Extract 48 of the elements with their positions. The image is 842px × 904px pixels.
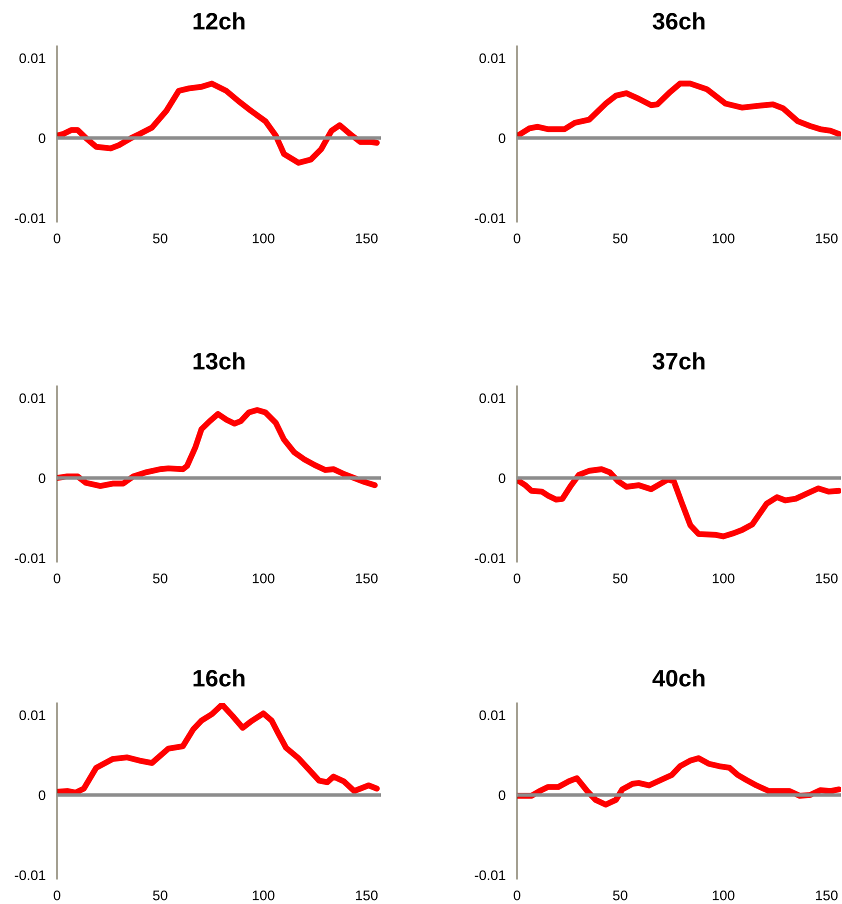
y-tick-label: 0.01	[19, 710, 46, 720]
x-tick-label: 150	[356, 573, 378, 584]
chart-title: 12ch	[194, 12, 244, 30]
chart-title: 16ch	[194, 669, 244, 687]
x-tick-label: 100	[252, 233, 274, 244]
x-tick-label: 100	[712, 233, 734, 244]
x-tick-label: 100	[712, 573, 734, 584]
y-tick-label: -0.01	[14, 870, 46, 880]
y-tick-label: 0	[498, 473, 506, 484]
x-tick-label: 50	[613, 890, 628, 900]
y-tick-label: 0.01	[19, 393, 46, 404]
y-tick-label: -0.01	[474, 553, 506, 564]
x-tick-label: 0	[54, 233, 60, 244]
x-tick-label: 50	[153, 890, 168, 900]
x-tick-label: 50	[613, 233, 628, 244]
y-tick-label: 0.01	[479, 53, 506, 64]
x-tick-label: 0	[514, 573, 520, 584]
y-tick-label: 0.01	[19, 53, 46, 64]
x-tick-label: 100	[712, 890, 734, 900]
chart-title: 13ch	[194, 352, 244, 370]
chart-title: 40ch	[652, 669, 704, 687]
y-tick-label: 0	[38, 133, 46, 144]
y-tick-label: -0.01	[14, 213, 46, 224]
x-tick-label: 150	[816, 233, 838, 244]
x-tick-label: 150	[816, 573, 838, 584]
y-tick-label: -0.01	[474, 213, 506, 224]
x-tick-label: 100	[252, 890, 274, 900]
x-tick-label: 0	[514, 233, 520, 244]
x-tick-label: 100	[252, 573, 274, 584]
y-tick-label: 0	[38, 790, 46, 800]
chart-title: 37ch	[652, 352, 704, 370]
chart-title: 36ch	[652, 12, 704, 30]
y-tick-label: 0	[38, 473, 46, 484]
x-tick-label: 0	[514, 890, 520, 900]
y-tick-label: 0.01	[479, 393, 506, 404]
x-tick-label: 150	[356, 890, 378, 900]
x-tick-label: 0	[54, 890, 60, 900]
y-tick-label: 0	[498, 133, 506, 144]
x-tick-label: 150	[816, 890, 838, 900]
y-tick-label: 0	[498, 790, 506, 800]
y-tick-label: -0.01	[14, 553, 46, 564]
y-tick-label: -0.01	[474, 870, 506, 880]
x-tick-label: 0	[54, 573, 60, 584]
x-tick-label: 50	[153, 233, 168, 244]
y-tick-label: 0.01	[479, 710, 506, 720]
x-tick-label: 150	[356, 233, 378, 244]
x-tick-label: 50	[613, 573, 628, 584]
x-tick-label: 50	[153, 573, 168, 584]
